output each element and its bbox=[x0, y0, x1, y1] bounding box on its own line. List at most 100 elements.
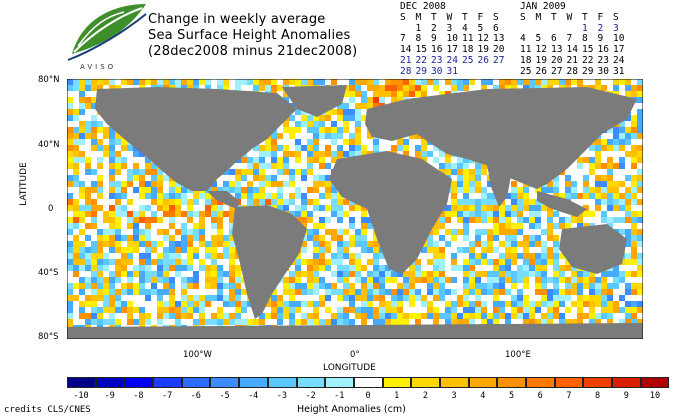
xtick-0: 0° bbox=[350, 350, 360, 360]
calendar-day: 20 bbox=[551, 54, 563, 66]
colorbar-swatch bbox=[210, 377, 240, 388]
calendar-day bbox=[478, 67, 494, 78]
colorbar-tick-label: -9 bbox=[104, 391, 115, 401]
colorbar-tick-label: 5 bbox=[508, 391, 515, 401]
calendar-day: 6 bbox=[551, 33, 557, 45]
calendar-day: 10 bbox=[446, 33, 458, 45]
calendar-day: 21 bbox=[566, 54, 578, 66]
calendar-day: 7 bbox=[400, 33, 406, 45]
colorbar-tick-label: 10 bbox=[649, 391, 661, 401]
colorbar-swatch bbox=[612, 377, 641, 388]
calendar-day: 4 bbox=[520, 33, 526, 45]
calendar-day: 30 bbox=[597, 65, 609, 77]
calendar-day: 11 bbox=[520, 44, 532, 56]
weekday-label: W bbox=[566, 11, 573, 23]
colorbar-swatch bbox=[296, 377, 326, 388]
colorbar-tick-label: 8 bbox=[595, 391, 601, 401]
colorbar bbox=[67, 377, 670, 388]
colorbar-swatch bbox=[353, 377, 383, 388]
logo-text: AVISO bbox=[80, 63, 117, 71]
calendar-day: 11 bbox=[462, 33, 474, 45]
x-axis-label: LONGITUDE bbox=[323, 363, 376, 373]
weekday-label: T bbox=[462, 11, 468, 23]
ytick-80s: 80°S bbox=[38, 332, 59, 342]
calendar-day: 14 bbox=[566, 44, 578, 56]
calendar-day: 5 bbox=[477, 22, 484, 34]
calendar-week-row: 28 29 30 31 bbox=[400, 65, 509, 78]
calendar-day: 15 bbox=[582, 44, 594, 56]
calendar-day: 24 bbox=[446, 54, 458, 66]
ytick-0: 0 bbox=[48, 204, 54, 214]
colorbar-tick-label: 1 bbox=[394, 391, 400, 401]
xtick-100e: 100°E bbox=[505, 350, 531, 360]
weekday-label: F bbox=[597, 11, 604, 23]
calendar-day: 25 bbox=[520, 65, 532, 77]
colorbar-swatch bbox=[640, 377, 670, 388]
colorbar-swatch bbox=[497, 377, 526, 388]
calendar-day: 3 bbox=[613, 22, 619, 34]
calendar-day: 30 bbox=[431, 65, 443, 77]
weekday-label: T bbox=[551, 11, 557, 23]
colorbar-tick-label: 4 bbox=[480, 391, 486, 401]
colorbar-tick-label: 6 bbox=[537, 391, 543, 401]
weekday-label: T bbox=[582, 11, 588, 23]
calendar-jan: JAN 2009 S M T W T F S 1 2 3 4 5 6 7 8 9 10 11 12 13 14 15 16 17… bbox=[520, 1, 629, 78]
calendar-week-row: 7 8 9 10 11 12 13 bbox=[400, 34, 509, 45]
calendar-day: 28 bbox=[566, 65, 578, 77]
colorbar-tick-label: 3 bbox=[451, 391, 457, 401]
calendar-week-row: 14 15 16 17 18 19 20 bbox=[400, 44, 509, 56]
calendar-day: 12 bbox=[477, 33, 489, 45]
weekday-label: S bbox=[493, 11, 499, 23]
weekday-label: S bbox=[613, 11, 619, 23]
colorbar-tick-label: -5 bbox=[219, 391, 230, 401]
colorbar-swatch bbox=[526, 377, 555, 388]
calendar-day bbox=[462, 67, 478, 78]
weekday-label: S bbox=[520, 11, 526, 23]
colorbar-tick-label: 7 bbox=[566, 391, 572, 401]
calendar-day: 21 bbox=[400, 54, 412, 66]
calendar-day: 2 bbox=[597, 22, 604, 34]
calendar-day: 19 bbox=[477, 44, 489, 56]
calendar-day: 26 bbox=[535, 65, 547, 77]
calendar-day: 9 bbox=[597, 33, 604, 45]
colorbar-swatch bbox=[583, 377, 613, 388]
sea-level-map bbox=[67, 79, 643, 339]
colorbar-tick-label: -1 bbox=[334, 391, 345, 401]
calendar-day: 5 bbox=[535, 33, 542, 45]
calendar-day: 12 bbox=[535, 44, 547, 56]
calendar-day: 1 bbox=[582, 22, 588, 34]
calendar-title: DEC 2008 bbox=[400, 1, 446, 12]
colorbar-swatch bbox=[554, 377, 584, 388]
ytick-40s: 40°S bbox=[38, 268, 59, 278]
calendar-day: 29 bbox=[415, 65, 427, 77]
calendar-day: 14 bbox=[400, 44, 412, 56]
calendar-day: 6 bbox=[493, 22, 499, 34]
calendar-day: 15 bbox=[415, 44, 427, 56]
calendar-day: 28 bbox=[400, 65, 412, 77]
colorbar-swatch bbox=[67, 377, 96, 388]
colorbar-tick-label: -4 bbox=[248, 391, 259, 401]
y-axis-label: LATITUDE bbox=[19, 162, 29, 206]
calendar-day: 19 bbox=[535, 54, 547, 66]
calendar-day: 31 bbox=[613, 65, 625, 77]
calendar-day: 13 bbox=[551, 44, 563, 56]
calendar-dec: DEC 2008 S M T W T F S 1 2 3 4 5 6 7 8 9 10 11 12 13 14 15 16 17… bbox=[400, 1, 509, 78]
weekday-label: W bbox=[446, 11, 453, 23]
calendar-day: 17 bbox=[613, 44, 625, 56]
calendar-week-row: 21 22 23 24 25 26 27 bbox=[400, 54, 509, 67]
calendar-day: 22 bbox=[415, 54, 427, 66]
title-line-3: (28dec2008 minus 21dec2008) bbox=[148, 44, 358, 59]
calendar-title: JAN 2009 bbox=[520, 1, 566, 12]
title-line-2: Sea Surface Height Anomalies bbox=[148, 28, 351, 43]
calendar-day: 18 bbox=[520, 54, 532, 66]
calendar-day: 9 bbox=[431, 33, 437, 45]
colorbar-tick-label: -8 bbox=[133, 391, 144, 401]
calendar-day: 1 bbox=[415, 22, 422, 34]
calendar-day: 17 bbox=[446, 44, 458, 56]
calendar-day: 27 bbox=[493, 54, 505, 66]
calendar-week-row: 18 19 20 21 22 23 24 bbox=[520, 54, 629, 67]
colorbar-tick-label: 9 bbox=[623, 391, 629, 401]
